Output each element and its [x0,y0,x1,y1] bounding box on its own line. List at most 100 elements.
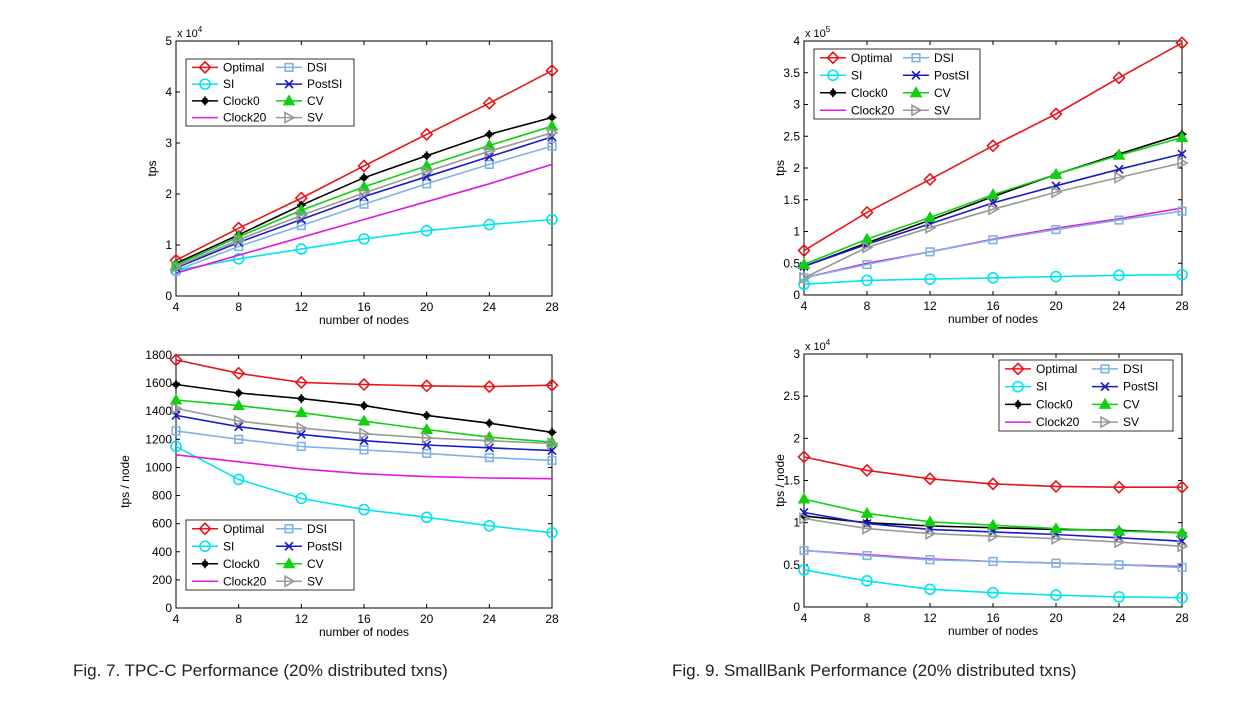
tpcc-tps-legend-item-optimal: Optimal [192,60,264,74]
tpcc-tps-series-optimal-point [482,96,496,110]
smallbank-tps-x-tick-label: 8 [864,299,871,313]
tpcc-per-node-series-sv-point [421,431,434,445]
smallbank-tps-series-cv-point [1049,167,1063,179]
smallbank-tps-series-si-point [1113,269,1125,282]
smallbank-per-node-series-dsi-point [988,556,998,567]
tpcc-tps-legend-label-clock20: Clock20 [223,111,267,125]
tpcc-per-node-series-sv-point [484,434,496,448]
tpcc-per-node-series-si-point [420,511,433,524]
smallbank-per-node-y-tick-label: 0.5 [783,558,800,572]
smallbank-tps-x-tick-label: 24 [1112,299,1126,313]
chart-tpcc-per-node: 4 8 12 16 20 24 28 0 200 400 600 800 1000 1200 1400 160… [118,348,559,639]
smallbank-per-node-series-dsi-point [799,545,809,556]
smallbank-per-node-series-sv-point [799,512,811,525]
smallbank-per-node-series-dsi-point [925,555,935,565]
smallbank-tps-series-si-point [798,278,810,291]
smallbank-tps-legend-item-postsi: PostSI [903,68,969,82]
tpcc-tps-series-sv-point [421,165,434,178]
tpcc-per-node-legend-marker-dsi [284,524,294,534]
tpcc-per-node-series-si-point [295,492,308,505]
smallbank-tps-y-tick-label: 4 [793,34,800,48]
smallbank-per-node-legend-marker-sv [1100,415,1112,429]
smallbank-per-node-series-postsi-point [799,507,809,518]
smallbank-per-node-legend-item-postsi: PostSI [1092,380,1158,394]
smallbank-tps-legend-item-optimal: Optimal [820,51,892,65]
tpcc-tps-legend-item-clock0: Clock0 [192,94,260,108]
tpcc-per-node-series-clock0-point [484,418,494,428]
tpcc-tps-series-dsi-point [296,221,306,231]
smallbank-tps-series-cv-point [860,232,874,244]
smallbank-per-node-series-si-point [798,564,810,576]
tpcc-tps-legend-item-dsi: DSI [276,60,327,74]
tpcc-per-node-legend-label-dsi: DSI [307,522,327,536]
tpcc-per-node-y-axis-label: tps / node [118,455,132,508]
smallbank-per-node-series-si-point [924,583,936,596]
chart-smallbank-per-node: 4 8 12 16 20 24 28 0 0.5 1 1.5 2 2.5 3 number of nodes… [773,338,1189,638]
smallbank-tps-series-dsi-point [988,235,998,245]
smallbank-per-node-series-sv-point [1177,539,1189,553]
smallbank-tps-series-postsi-point [1177,149,1187,159]
tpcc-tps-y-tick-label: 5 [165,34,172,48]
smallbank-tps-series-si-point [1050,270,1062,283]
smallbank-tps-legend-marker-optimal [826,51,840,65]
tpcc-tps-x-axis-label: number of nodes [319,313,409,327]
tpcc-per-node-series-dsi-point [234,434,244,444]
smallbank-per-node-series-optimal-point [986,477,1000,491]
smallbank-per-node-series-dsi-point [1051,558,1061,568]
tpcc-per-node-legend-item-sv: SV [276,574,323,588]
smallbank-per-node-series-sv-point [988,529,1000,543]
tpcc-tps-series-clock0-point [484,129,494,139]
tpcc-per-node-legend: Optimal DSI SI PostSI Clock0 CV Clock20 SV [185,519,355,591]
smallbank-tps-series-dsi-point [862,259,872,270]
tpcc-per-node-series-si-point [483,519,496,532]
smallbank-per-node-y-tick-label: 1.5 [783,474,800,488]
tpcc-tps-legend-label-postsi: PostSI [307,77,342,91]
smallbank-per-node-x-axis-label: number of nodes [948,624,1038,638]
smallbank-per-node-series-si-point [1176,591,1188,604]
tpcc-per-node-series-dsi-line [175,430,553,462]
tpcc-tps-legend-marker-cv [282,94,296,106]
smallbank-tps-x-tick-label: 12 [923,299,937,313]
smallbank-per-node-series-si-point [861,575,873,587]
tpcc-per-node-x-tick-label: 16 [357,612,371,626]
tpcc-tps-series-dsi-line [175,145,553,272]
tpcc-per-node-series-clock20-line [175,454,553,480]
tpcc-per-node-series-optimal-point [232,366,246,380]
smallbank-per-node-series-optimal-point [860,463,874,478]
tpcc-per-node-legend-item-cv: CV [276,557,324,571]
tpcc-tps-series-dsi-point [422,179,432,189]
tpcc-per-node-series-optimal-point [545,378,559,392]
tpcc-per-node-series-clock0-point [296,394,306,404]
tpcc-per-node-series-cv-point [420,422,434,434]
tpcc-tps-y-tick-label: 1 [165,238,172,252]
smallbank-per-node-series-cv-point [1112,524,1126,536]
tpcc-tps-x-tick-label: 12 [295,300,309,314]
tpcc-tps-series-sv-point [547,126,559,140]
smallbank-tps-legend-label-dsi: DSI [934,51,954,65]
smallbank-tps-legend-item-si: SI [820,68,862,82]
tpcc-tps-series-si-point [483,218,496,231]
smallbank-tps-legend-label-sv: SV [934,103,950,117]
tpcc-tps-x-tick-label: 24 [483,300,497,314]
tpcc-per-node-legend-item-clock20: Clock20 [192,574,267,588]
tpcc-per-node-x-tick-label: 12 [295,612,309,626]
tpcc-per-node-y-tick-label: 1800 [145,348,172,362]
smallbank-per-node-y-tick-label: 3 [793,347,800,361]
tpcc-tps-legend-marker-postsi [284,79,294,89]
smallbank-tps-legend-box [813,48,981,120]
smallbank-per-node-legend-label-cv: CV [1123,397,1140,411]
smallbank-per-node-x-tick-label: 20 [1049,611,1063,625]
tpcc-per-node-legend-item-clock0: Clock0 [192,557,260,571]
smallbank-tps-series-optimal-point [1112,71,1126,85]
smallbank-per-node-legend-item-cv: CV [1092,397,1140,411]
tpcc-tps-legend-item-sv: SV [276,111,323,125]
smallbank-tps-y-tick-label: 1.5 [783,193,800,207]
smallbank-tps-legend-label-clock0: Clock0 [851,86,888,100]
smallbank-tps-legend-label-optimal: Optimal [851,51,892,65]
tpcc-tps-x-tick-label: 4 [173,300,180,314]
tpcc-tps-legend-label-si: SI [223,77,234,91]
tpcc-tps-y-tick-label: 2 [165,187,172,201]
tpcc-per-node-legend-marker-postsi [284,541,294,551]
tpcc-tps-legend-item-clock20: Clock20 [192,111,267,125]
